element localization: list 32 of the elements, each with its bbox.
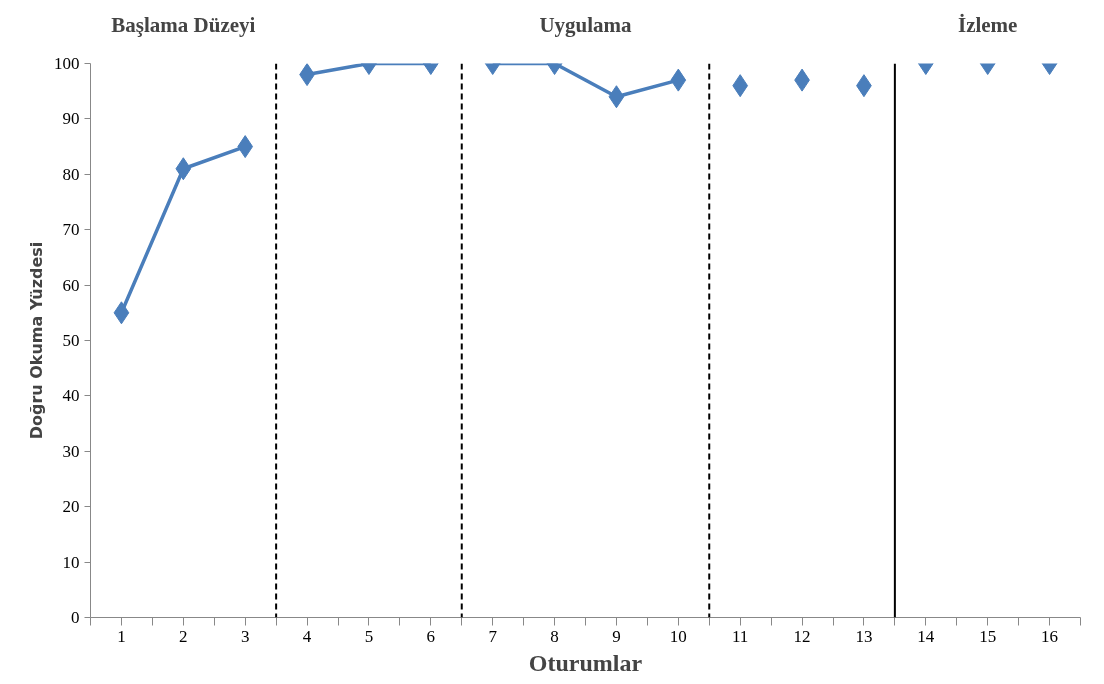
y-tick-label: 50	[62, 331, 80, 350]
text: Uygulama	[539, 12, 633, 37]
text: Başlama Düzeyi	[111, 12, 256, 37]
x-tick-label: 16	[1041, 626, 1059, 646]
x-tick-label: 1	[117, 626, 126, 646]
y-tick-label: 60	[62, 275, 80, 295]
x-tick-label: 12	[793, 626, 811, 646]
y-tick-label: 70	[62, 220, 80, 240]
x-tick-label: 8	[550, 626, 559, 646]
y-tick-label: 40	[62, 386, 80, 406]
y-tick-label: 100	[54, 54, 80, 73]
x-tick-label: 3	[240, 626, 250, 646]
y-tick-label: 90	[62, 109, 80, 129]
y-tick-label: 80	[62, 164, 80, 184]
y-tick-label: 20	[62, 497, 80, 517]
x-tick-label: 14	[917, 626, 935, 646]
x-tick-label: 13	[855, 626, 873, 646]
x-tick-label: 5	[364, 626, 374, 646]
y-axis-title: Doğru Okuma Yüzdesi	[27, 241, 46, 440]
x-tick-label: 2	[179, 626, 188, 646]
text: İzleme	[957, 12, 1018, 37]
x-tick-label: 7	[488, 626, 498, 646]
y-tick-label: 0	[71, 608, 80, 627]
y-tick-label: 30	[62, 441, 80, 461]
x-tick-label: 11	[732, 626, 749, 646]
x-tick-label: 15	[979, 626, 997, 646]
x-tick-label: 10	[669, 626, 687, 646]
y-tick-label: 10	[62, 552, 80, 572]
x-tick-label: 9	[612, 626, 621, 646]
x-tick-label: 6	[426, 626, 436, 646]
x-axis-title: Oturumlar	[528, 649, 643, 676]
x-tick-label: 4	[302, 626, 312, 646]
